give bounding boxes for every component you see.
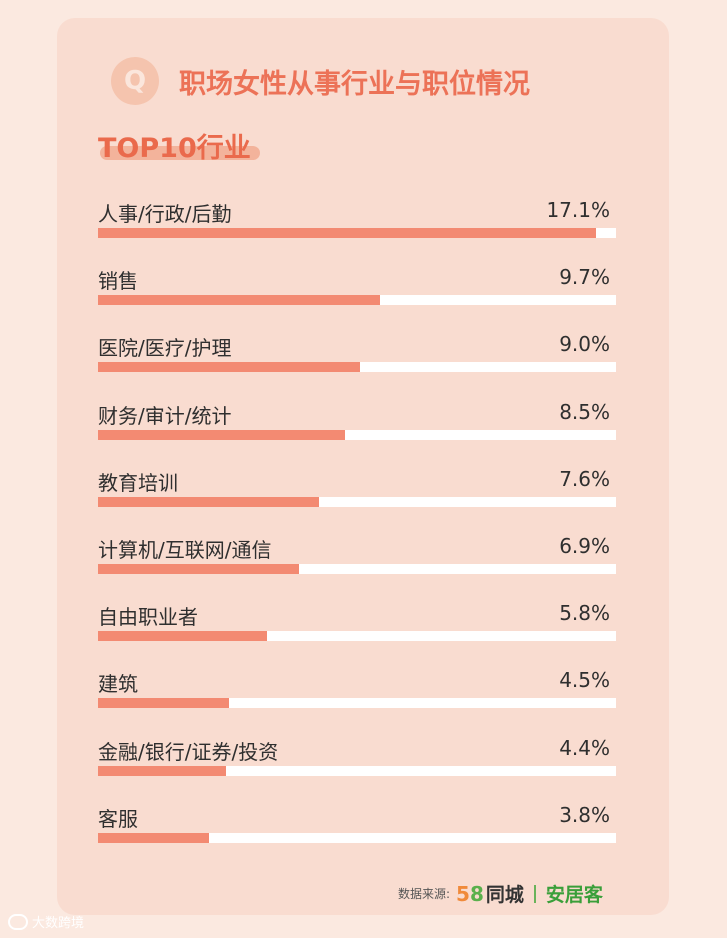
category-label: 自由职业者 bbox=[98, 605, 198, 630]
q-badge-icon: Q bbox=[111, 57, 159, 105]
page-title: 职场女性从事行业与职位情况 bbox=[179, 69, 530, 100]
bar-row: 医院/医疗/护理 9.0% bbox=[98, 332, 616, 373]
chart-subtitle: TOP10行业 bbox=[98, 126, 260, 165]
bar-row: 建筑 4.5% bbox=[98, 668, 616, 709]
bar-track bbox=[98, 496, 616, 507]
bar-track bbox=[98, 832, 616, 843]
source-label: 数据来源: bbox=[398, 887, 451, 901]
category-label: 建筑 bbox=[98, 672, 138, 697]
value-label: 4.4% bbox=[559, 735, 610, 760]
value-label: 17.1% bbox=[546, 198, 610, 222]
bar-row: 销售 9.7% bbox=[98, 265, 616, 306]
bar bbox=[98, 832, 209, 843]
subtitle-text: TOP10行业 bbox=[98, 133, 251, 164]
brand-58-logo: 58 bbox=[456, 881, 484, 906]
bar-track bbox=[98, 362, 616, 373]
bar-track bbox=[98, 698, 616, 709]
watermark: 大数跨境 bbox=[8, 912, 84, 931]
brand-divider bbox=[533, 884, 536, 903]
category-label: 医院/医疗/护理 bbox=[98, 336, 232, 361]
value-label: 8.5% bbox=[559, 399, 610, 424]
bar bbox=[98, 765, 226, 776]
category-label: 财务/审计/统计 bbox=[98, 403, 232, 428]
bar bbox=[98, 631, 267, 642]
bar-row: 计算机/互联网/通信 6.9% bbox=[98, 534, 616, 574]
value-label: 6.9% bbox=[559, 534, 610, 558]
brand-tongcheng: 同城 bbox=[485, 884, 524, 906]
data-source: 数据来源: 58 同城 安居客 bbox=[398, 880, 603, 907]
bar-row: 金融/银行/证券/投资 4.4% bbox=[98, 735, 616, 776]
category-label: 教育培训 bbox=[98, 470, 178, 495]
value-label: 5.8% bbox=[559, 601, 610, 626]
bar bbox=[98, 429, 345, 440]
bar-row: 客服 3.8% bbox=[98, 802, 616, 843]
category-label: 客服 bbox=[98, 806, 138, 831]
logo-mark-icon bbox=[8, 913, 28, 930]
bar bbox=[98, 228, 596, 238]
value-label: 9.7% bbox=[559, 265, 610, 290]
value-label: 7.6% bbox=[559, 466, 610, 491]
bar-row: 教育培训 7.6% bbox=[98, 466, 616, 507]
subtitle-highlight bbox=[100, 146, 260, 160]
category-label: 计算机/互联网/通信 bbox=[98, 538, 272, 562]
bar-row: 财务/审计/统计 8.5% bbox=[98, 399, 616, 440]
value-label: 3.8% bbox=[559, 802, 610, 827]
infographic-card bbox=[57, 18, 669, 915]
bar-track bbox=[98, 295, 616, 306]
category-label: 金融/银行/证券/投资 bbox=[98, 739, 279, 764]
category-label: 人事/行政/后勤 bbox=[98, 202, 232, 226]
category-label: 销售 bbox=[98, 269, 138, 294]
bar bbox=[98, 362, 360, 373]
bar-track bbox=[98, 765, 616, 776]
bar bbox=[98, 564, 299, 574]
bar bbox=[98, 698, 229, 709]
bar bbox=[98, 496, 319, 507]
bar-track bbox=[98, 228, 616, 238]
value-label: 9.0% bbox=[559, 332, 610, 357]
watermark-text: 大数跨境 bbox=[32, 916, 85, 931]
bar-track bbox=[98, 631, 616, 642]
bar-row: 人事/行政/后勤 17.1% bbox=[98, 198, 616, 238]
brand-anjuke: 安居客 bbox=[545, 884, 603, 906]
bar-row: 自由职业者 5.8% bbox=[98, 601, 616, 642]
bar-track bbox=[98, 429, 616, 440]
bar bbox=[98, 295, 380, 306]
value-label: 4.5% bbox=[559, 668, 610, 693]
bar-track bbox=[98, 564, 616, 574]
